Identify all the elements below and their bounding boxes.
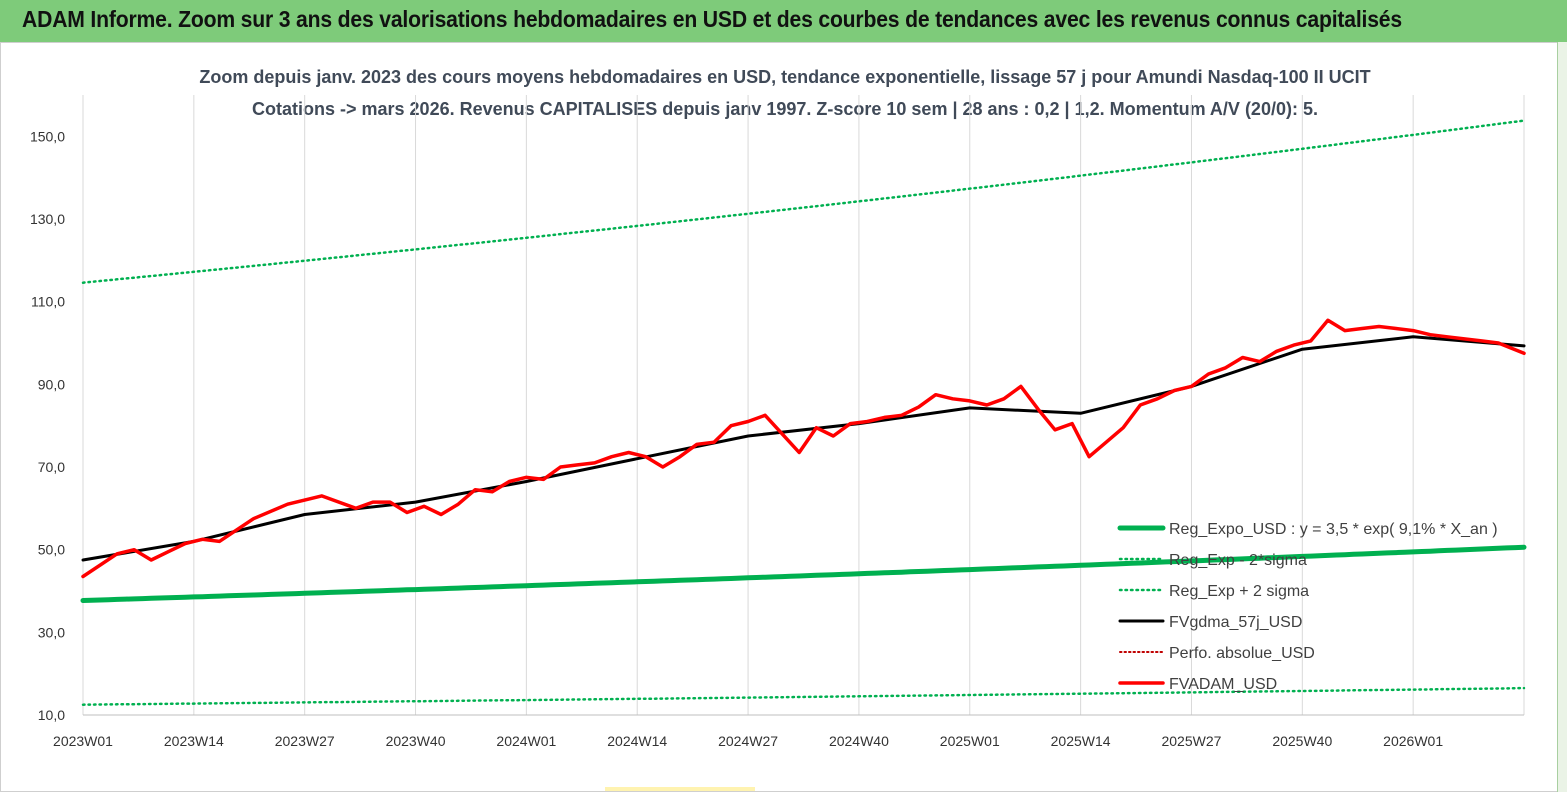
legend-reg-expo-label: Reg_Expo_USD : y = 3,5 * exp( 9,1% * X_a… <box>1169 521 1498 538</box>
chart-title: Zoom depuis janv. 2023 des cours moyens … <box>199 67 1370 87</box>
legend-perfo-absolue-label: Perfo. absolue_USD <box>1169 645 1315 662</box>
report-banner: ADAM Informe. Zoom sur 3 ans des valoris… <box>0 0 1567 43</box>
x-tick-label: 2024W40 <box>829 733 889 749</box>
series-fvadam-usd <box>81 318 1526 579</box>
y-tick-label: 110,0 <box>31 294 65 310</box>
legend-reg-exp-minus-2sigma-label: Reg_Exp - 2*sigma <box>1169 552 1307 569</box>
y-tick-label: 150,0 <box>30 128 65 144</box>
series-reg-exp-plus-2sigma <box>81 119 1526 284</box>
y-tick-label: 30,0 <box>38 624 65 640</box>
y-tick-label: 50,0 <box>38 542 65 558</box>
x-tick-label: 2023W01 <box>53 733 113 749</box>
series-reg-exp-minus-2sigma <box>81 686 1526 706</box>
right-edge-bar <box>1557 42 1567 792</box>
bottom-accent <box>605 787 755 791</box>
x-tick-label: 2023W27 <box>275 733 335 749</box>
x-tick-label: 2024W14 <box>607 733 667 749</box>
y-tick-label: 10,0 <box>38 707 65 723</box>
report-title: ADAM Informe. Zoom sur 3 ans des valoris… <box>22 6 1402 32</box>
x-tick-label: 2025W14 <box>1051 733 1111 749</box>
x-tick-label: 2026W01 <box>1383 733 1443 749</box>
x-tick-label: 2025W01 <box>940 733 1000 749</box>
y-tick-label: 90,0 <box>38 376 65 392</box>
y-tick-label: 70,0 <box>38 459 65 475</box>
series-fvgdma-57j-usd <box>81 335 1526 562</box>
x-tick-label: 2023W14 <box>164 733 224 749</box>
legend-fvadam-label: FVADAM_USD <box>1169 676 1277 693</box>
x-tick-label: 2024W27 <box>718 733 778 749</box>
chart-subtitle: Cotations -> mars 2026. Revenus CAPITALI… <box>252 99 1318 119</box>
y-tick-label: 130,0 <box>30 211 65 227</box>
x-tick-label: 2025W40 <box>1272 733 1332 749</box>
chart-frame <box>0 42 1559 792</box>
series-reg-expo-usd <box>80 544 1527 603</box>
x-tick-label: 2024W01 <box>496 733 556 749</box>
x-tick-label: 2023W40 <box>386 733 446 749</box>
x-tick-label: 2025W27 <box>1161 733 1221 749</box>
legend-fvgdma-label: FVgdma_57j_USD <box>1169 614 1302 631</box>
legend-reg-exp-plus-2sigma-label: Reg_Exp + 2 sigma <box>1169 583 1309 600</box>
